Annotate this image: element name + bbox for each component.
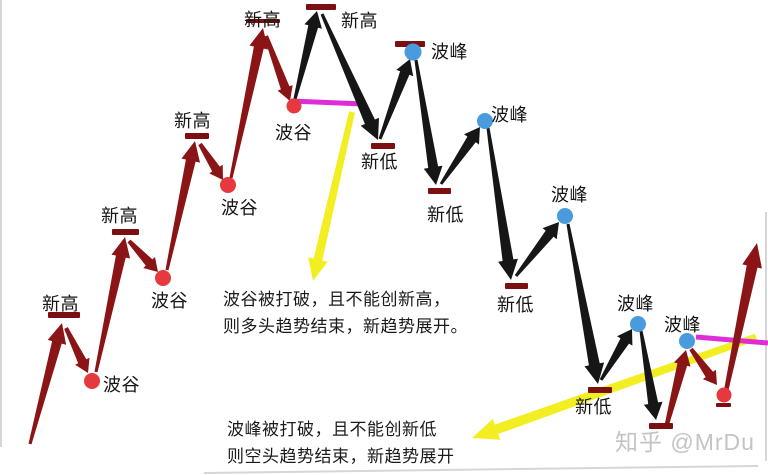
low-bar: [716, 403, 731, 407]
peak-dot: [404, 43, 422, 61]
trough-label: 波谷: [151, 291, 188, 311]
up-down-arrow-red: [229, 28, 269, 179]
note-line: 波峰被打破，且不能创新低: [227, 420, 437, 439]
trough-support-line: [290, 98, 365, 107]
peak-dot: [477, 113, 493, 129]
new-low-label: 新低: [361, 152, 398, 172]
up-down-arrow-black: [639, 330, 663, 420]
zhihu-watermark: 知乎 @MrDu: [615, 429, 755, 455]
up-down-arrow-red: [198, 142, 223, 180]
up-down-arrow-black: [514, 222, 559, 277]
new-high-label: 新高: [42, 294, 79, 314]
high-bar: [306, 4, 336, 10]
bull-trend-end-note: 波谷被打破，且不能创新高， 则多头趋势结束，新趋势展开。: [223, 286, 468, 340]
peak-resistance-line: [695, 334, 768, 346]
trough-dot: [155, 270, 171, 286]
new-low-label: 新低: [497, 295, 534, 315]
trough-dot: [84, 373, 100, 389]
level-tick-bars: [48, 4, 731, 429]
trough-dot: [286, 98, 302, 114]
high-bar: [112, 229, 139, 235]
low-bar: [588, 387, 612, 393]
up-down-arrow-red: [664, 350, 691, 429]
peak-dot: [557, 208, 573, 224]
high-bar: [185, 133, 209, 139]
up-down-arrow-black: [566, 223, 605, 384]
new-high-label: 新高: [101, 206, 138, 226]
uptrend-arrows: [28, 28, 762, 445]
peak-label: 波峰: [617, 294, 654, 314]
new-high-label: 新高: [341, 11, 378, 31]
up-down-arrow-red: [64, 327, 90, 373]
trough-label: 波谷: [275, 123, 312, 143]
new-high-label: 新高: [174, 111, 211, 131]
up-down-arrow-black: [486, 127, 518, 280]
up-down-arrow-red: [165, 141, 200, 271]
up-down-arrow-red: [264, 35, 293, 101]
trough-label: 波谷: [221, 198, 258, 218]
peak-dot: [630, 316, 646, 332]
low-bar: [371, 143, 395, 149]
new-low-label: 新低: [575, 397, 612, 417]
up-down-arrow-black: [439, 127, 480, 185]
low-bar: [428, 188, 451, 194]
up-down-arrow-red: [28, 323, 67, 445]
up-down-arrow-black: [378, 59, 414, 140]
up-down-arrow-red: [689, 347, 717, 385]
note-line: 波谷被打破，且不能创新高，: [223, 290, 451, 309]
up-down-arrow-red: [723, 243, 762, 397]
up-down-arrow-red: [94, 237, 131, 373]
peak-dot: [679, 333, 695, 349]
up-down-arrow-black: [293, 11, 322, 100]
bear-trend-end-note: 波峰被打破，且不能创新低 则空头趋势结束，新趋势展开: [227, 416, 455, 470]
peak-label: 波峰: [491, 105, 528, 125]
trough-dot: [716, 387, 732, 403]
peak-label: 波峰: [551, 185, 588, 205]
trough-dot: [220, 177, 236, 193]
high-bar: [48, 312, 80, 318]
peak-label: 波峰: [664, 315, 701, 335]
up-down-arrow-black: [599, 329, 633, 381]
high-bar: [246, 19, 280, 23]
peak-dots: [404, 43, 695, 349]
note-line: 则空头趋势结束，新趋势展开: [227, 447, 455, 466]
note-line: 则多头趋势结束，新趋势展开。: [223, 317, 468, 336]
low-bar: [649, 423, 673, 429]
up-down-arrow-black: [320, 13, 379, 140]
trough-label: 波谷: [103, 375, 140, 395]
breakout-arrow: [308, 111, 355, 281]
trough-dots: [84, 98, 732, 403]
up-down-arrow-red: [127, 239, 158, 272]
low-bar: [505, 283, 528, 289]
up-down-arrow-black: [414, 59, 443, 185]
breakout-arrow: [472, 333, 758, 440]
magenta-level-lines: [290, 98, 768, 346]
peak-label: 波峰: [431, 42, 468, 62]
downtrend-arrows: [293, 11, 663, 420]
new-high-label: 新高: [244, 10, 281, 30]
new-low-label: 新低: [427, 205, 464, 225]
